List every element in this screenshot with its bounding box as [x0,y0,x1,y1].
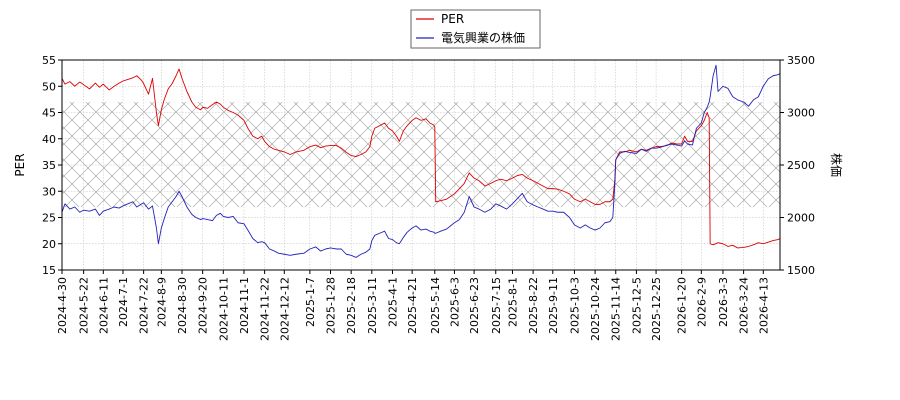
x-tick-label: 2024-11-22 [259,277,272,341]
x-tick-label: 2024-6-11 [97,277,110,334]
x-tick-label: 2025-1-7 [304,277,317,327]
x-tick-label: 2024-5-22 [78,277,91,334]
x-tick-label: 2025-6-3 [448,277,461,327]
y-tick-label-left: 45 [42,107,56,120]
x-tick-label: 2024-7-22 [138,277,151,334]
x-tick-label: 2025-9-11 [547,277,560,334]
x-tick-label: 2025-4-1 [386,277,399,327]
x-tick-label: 2024-4-30 [56,277,69,334]
x-tick-label: 2024-12-12 [278,277,291,341]
y-tick-label-right: 2000 [787,212,815,225]
legend-label-per: PER [441,12,464,26]
x-tick-label: 2025-3-11 [366,277,379,334]
grid-lines [61,59,780,271]
x-tick-label: 2026-3-3 [717,277,730,327]
x-tick-label: 2024-10-11 [217,277,230,341]
y-tick-label-left: 50 [42,80,56,93]
y-tick-label-left: 40 [42,133,56,146]
x-tick-label: 2025-4-21 [406,277,419,334]
crosshatch-band [62,102,780,207]
x-tick-label: 2024-8-9 [155,277,168,327]
y-tick-label-left: 20 [42,238,56,251]
right-axis: 1500 2000 2500 3000 3500 [780,54,815,277]
x-tick-label: 2026-4-13 [757,277,770,334]
legend-label-price: 電気興業の株価 [441,30,525,45]
y-tick-label-left: 55 [42,54,56,67]
x-tick-label: 2024-7-1 [117,277,130,327]
y-tick-label-right: 2500 [787,159,815,172]
x-tick-label: 2024-11-1 [238,277,251,334]
legend: PER 電気興業の株価 [410,9,541,49]
y-axis-title-right: 株価 [829,153,844,177]
x-tick-label: 2024-8-30 [176,277,189,334]
left-axis: 15 20 25 30 35 40 45 50 55 [42,54,62,277]
x-tick-label: 2025-12-25 [650,277,663,341]
x-axis: 2024-4-30 2024-5-22 2024-6-11 2024-7-1 2024-… [56,270,770,341]
x-tick-label: 2025-5-14 [429,277,442,334]
x-tick-label: 2025-10-3 [568,277,581,334]
x-tick-label: 2026-1-20 [676,277,689,334]
series-line-price [62,64,780,258]
x-tick-label: 2025-12-5 [630,277,643,334]
y-tick-label-left: 15 [42,264,56,277]
y-axis-title-left: PER [13,153,27,176]
x-tick-label: 2025-8-1 [506,277,519,327]
x-tick-label: 2024-9-20 [197,277,210,334]
x-tick-label: 2025-6-23 [468,277,481,334]
x-tick-label: 2025-10-24 [589,277,602,341]
x-tick-label: 2025-8-22 [527,277,540,334]
y-tick-label-left: 25 [42,212,56,225]
y-tick-label-left: 35 [42,159,56,172]
x-tick-label: 2026-2-9 [695,277,708,327]
y-tick-label-right: 3000 [787,107,815,120]
x-tick-label: 2025-11-14 [610,277,623,341]
legend-box [410,9,541,49]
x-tick-label: 2025-7-15 [490,277,503,334]
y-tick-label-right: 1500 [787,264,815,277]
series-layer [62,64,780,258]
x-tick-label: 2025-2-18 [345,277,358,334]
y-tick-label-right: 3500 [787,54,815,67]
x-tick-label: 2026-3-24 [738,277,751,334]
y-tick-label-left: 30 [42,185,56,198]
x-tick-label: 2025-1-28 [325,277,338,334]
